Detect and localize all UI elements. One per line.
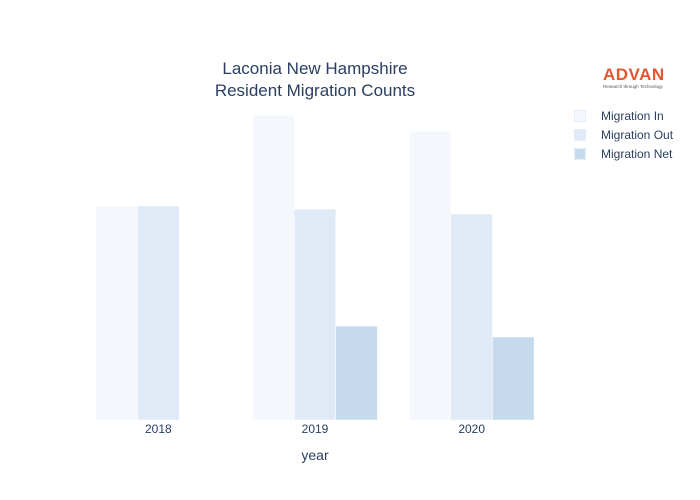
legend-item-migration-net[interactable]: Migration Net xyxy=(574,144,673,163)
bar-migration-net-2018[interactable] xyxy=(178,419,221,421)
bar-migration-in-2019[interactable] xyxy=(252,114,295,421)
legend-swatch-icon xyxy=(574,128,586,141)
x-tick-label: 2018 xyxy=(145,422,172,436)
logo-wordmark: ADVAN xyxy=(603,65,665,84)
x-tick-label: 2019 xyxy=(302,422,329,436)
x-tick-labels: 2018 2019 2020 xyxy=(145,422,485,436)
legend-swatch-icon xyxy=(574,147,586,160)
bars-layer xyxy=(95,114,535,421)
bar-migration-in-2018[interactable] xyxy=(95,205,138,421)
legend-swatch-icon xyxy=(574,109,586,122)
legend-label: Migration Net xyxy=(601,146,673,161)
bar-migration-out-2020[interactable] xyxy=(450,213,493,421)
x-tick-label: 2020 xyxy=(458,422,485,436)
logo-tagline: Research through Technology xyxy=(603,84,663,89)
bar-migration-out-2019[interactable] xyxy=(293,208,337,421)
legend-item-migration-out[interactable]: Migration Out xyxy=(574,125,673,144)
x-axis-title: year xyxy=(301,447,329,463)
chart-title-line-1: Laconia New Hampshire xyxy=(222,59,408,78)
bar-migration-in-2020[interactable] xyxy=(409,130,452,421)
bar-migration-out-2018[interactable] xyxy=(137,205,180,421)
legend-label: Migration Out xyxy=(601,127,674,142)
advan-logo: ADVAN Research through Technology xyxy=(603,66,665,90)
legend-item-migration-in[interactable]: Migration In xyxy=(574,106,673,125)
bar-migration-net-2020[interactable] xyxy=(492,336,535,421)
legend: Migration In Migration Out Migration Net xyxy=(574,106,673,163)
chart-title-line-2: Resident Migration Counts xyxy=(214,81,416,100)
bar-migration-net-2019[interactable] xyxy=(335,325,378,421)
legend-label: Migration In xyxy=(601,108,664,123)
